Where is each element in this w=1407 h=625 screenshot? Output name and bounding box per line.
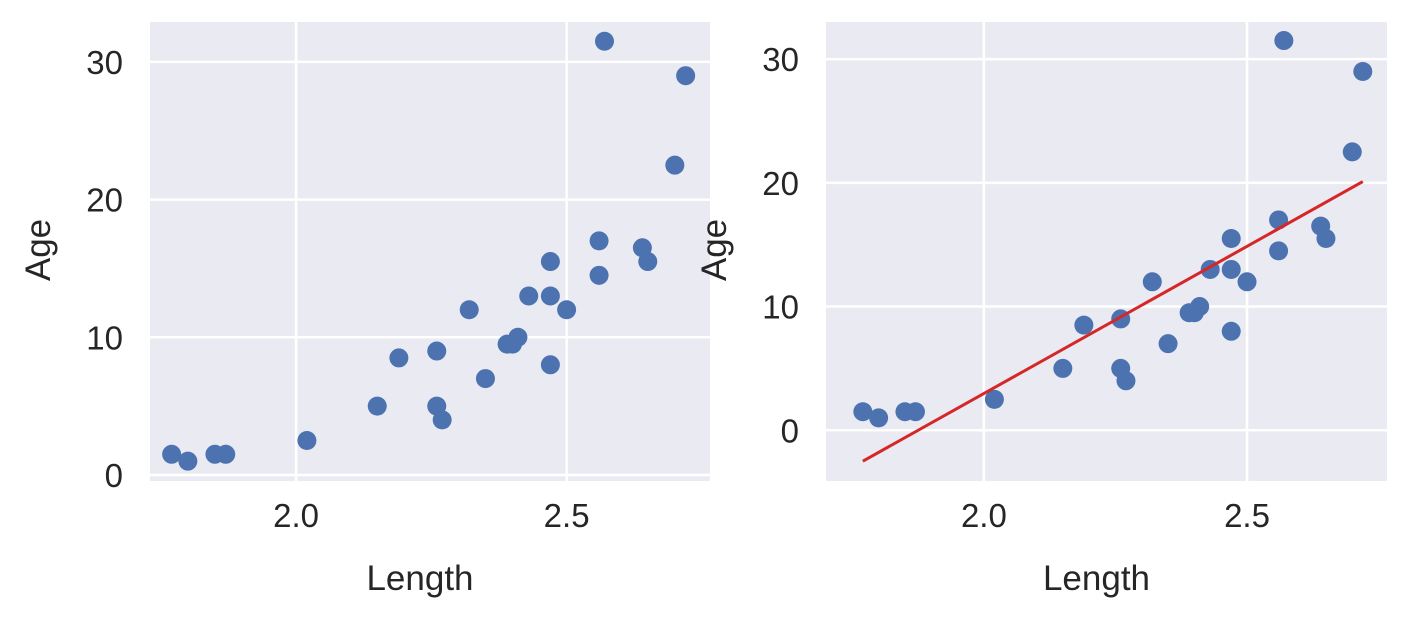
data-point xyxy=(1116,371,1136,391)
data-point xyxy=(589,265,609,285)
gridlines xyxy=(826,22,1387,481)
y-axis-label: Age xyxy=(695,219,734,281)
data-point xyxy=(1353,61,1373,81)
y-tick-label: 20 xyxy=(86,182,123,219)
x-tick-labels: 2.0 2.5 xyxy=(961,497,1270,534)
y-tick-label: 10 xyxy=(762,289,799,326)
data-point xyxy=(459,300,479,320)
data-point xyxy=(1342,142,1362,162)
data-point xyxy=(427,341,447,361)
x-axis-label: Length xyxy=(1043,559,1150,598)
panel-right-scatter-with-fit: 2.0 2.5 0 10 20 30 Length Age xyxy=(695,22,1387,598)
data-point xyxy=(508,327,528,347)
data-point xyxy=(638,252,658,272)
data-point xyxy=(178,451,198,471)
data-point xyxy=(1316,229,1336,249)
data-point xyxy=(475,369,495,389)
data-point xyxy=(162,444,182,464)
data-point xyxy=(519,286,539,306)
y-tick-label: 30 xyxy=(762,41,799,78)
data-point xyxy=(1274,31,1294,51)
data-point xyxy=(1237,272,1257,292)
data-point xyxy=(905,402,925,422)
data-point xyxy=(1158,334,1178,354)
x-tick-label: 2.0 xyxy=(273,497,319,534)
y-tick-label: 0 xyxy=(105,457,123,494)
data-point xyxy=(853,402,873,422)
y-tick-label: 30 xyxy=(86,44,123,81)
y-tick-label: 20 xyxy=(762,165,799,202)
data-point xyxy=(665,155,685,175)
data-point xyxy=(984,389,1004,409)
y-tick-label: 0 xyxy=(781,412,799,449)
x-tick-labels: 2.0 2.5 xyxy=(273,497,589,534)
data-point xyxy=(557,300,577,320)
data-point xyxy=(540,252,560,272)
regression-line xyxy=(862,180,1364,463)
data-point xyxy=(1074,315,1094,335)
gridlines xyxy=(150,22,710,481)
data-point xyxy=(1221,229,1241,249)
data-point xyxy=(1269,241,1289,261)
data-point xyxy=(367,396,387,416)
data-point xyxy=(1190,297,1210,317)
y-axis-label: Age xyxy=(19,219,58,281)
x-axis-label: Length xyxy=(366,559,473,598)
x-tick-label: 2.0 xyxy=(961,497,1007,534)
data-point xyxy=(432,410,452,430)
y-tick-labels: 0 10 20 30 xyxy=(86,44,123,494)
data-point xyxy=(1142,272,1162,292)
data-point xyxy=(1221,259,1241,279)
data-point xyxy=(676,66,696,86)
data-point xyxy=(297,431,317,451)
data-point xyxy=(1221,321,1241,341)
plot-area xyxy=(853,31,1373,463)
y-tick-label: 10 xyxy=(86,319,123,356)
x-tick-label: 2.5 xyxy=(1224,497,1270,534)
plot-area xyxy=(162,31,696,471)
data-point xyxy=(216,444,236,464)
data-point xyxy=(540,355,560,375)
x-tick-label: 2.5 xyxy=(544,497,590,534)
data-point xyxy=(594,31,614,51)
data-point xyxy=(1053,358,1073,378)
panel-left-scatter: 2.0 2.5 0 10 20 30 Length Age xyxy=(19,22,710,598)
data-point xyxy=(869,408,889,428)
y-tick-labels: 0 10 20 30 xyxy=(762,41,799,449)
data-point xyxy=(389,348,409,368)
data-point xyxy=(540,286,560,306)
data-point xyxy=(589,231,609,251)
